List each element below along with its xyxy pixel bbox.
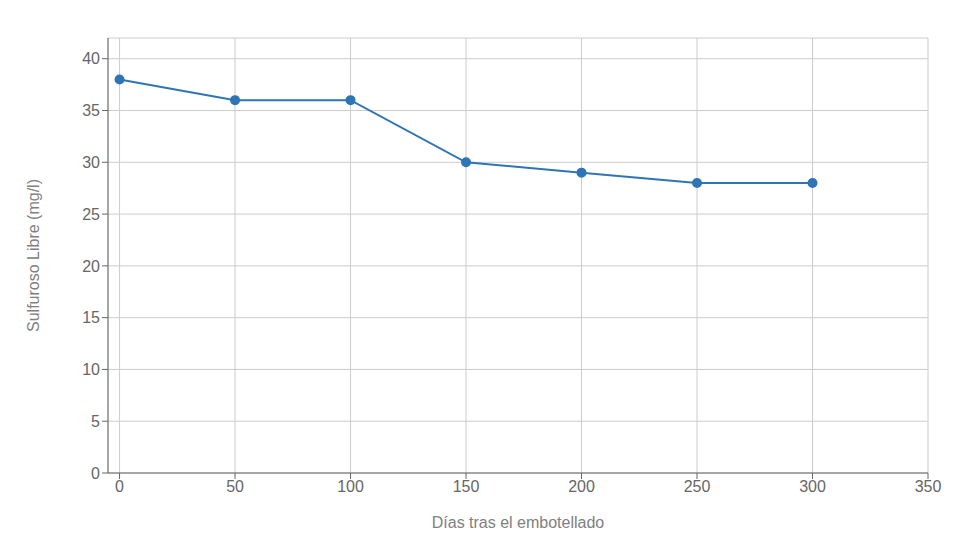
svg-text:40: 40: [82, 50, 100, 67]
svg-text:25: 25: [82, 206, 100, 223]
svg-text:10: 10: [82, 361, 100, 378]
svg-text:250: 250: [684, 478, 711, 495]
svg-text:35: 35: [82, 102, 100, 119]
svg-text:Sulfuroso Libre (mg/l): Sulfuroso Libre (mg/l): [25, 179, 42, 332]
svg-text:Días tras el embotellado: Días tras el embotellado: [432, 514, 605, 531]
svg-text:150: 150: [453, 478, 480, 495]
svg-text:50: 50: [226, 478, 244, 495]
svg-text:5: 5: [91, 413, 100, 430]
svg-text:15: 15: [82, 309, 100, 326]
svg-text:30: 30: [82, 154, 100, 171]
svg-text:100: 100: [337, 478, 364, 495]
svg-text:300: 300: [799, 478, 826, 495]
svg-text:20: 20: [82, 258, 100, 275]
svg-text:350: 350: [915, 478, 942, 495]
svg-text:0: 0: [115, 478, 124, 495]
svg-text:0: 0: [91, 465, 100, 482]
svg-text:200: 200: [568, 478, 595, 495]
